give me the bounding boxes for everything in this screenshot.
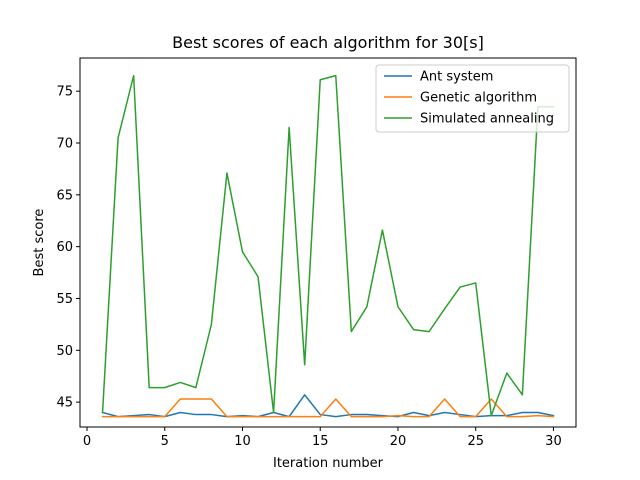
x-tick-label: 20 — [390, 434, 407, 449]
y-tick-label: 70 — [56, 136, 73, 151]
legend-items: Ant system Genetic algorithm Simulated ann… — [384, 70, 554, 127]
x-tick-label: 10 — [234, 434, 251, 449]
series-line-simulated-annealing — [101, 74, 555, 417]
chart-title: Best scores of each algorithm for 30[s] — [172, 33, 484, 52]
y-tick-label: 50 — [56, 344, 73, 359]
y-tick-label: 55 — [56, 292, 73, 307]
plot-frame — [79, 57, 577, 428]
series-line-ant-system — [101, 394, 555, 418]
legend-label-ant-system: Ant system — [420, 70, 493, 85]
legend-label-genetic-algorithm: Genetic algorithm — [420, 91, 537, 106]
y-axis-label: Best score — [32, 209, 47, 277]
y-tick-label: 45 — [56, 396, 73, 411]
x-tick-label: 15 — [312, 434, 329, 449]
legend-box — [375, 64, 570, 133]
legend: Ant system Genetic algorithm Simulated ann… — [375, 64, 570, 133]
y-tick-label: 75 — [56, 85, 73, 100]
series-line-genetic-algorithm — [101, 398, 555, 418]
series-layer — [101, 74, 555, 418]
x-axis-label: Iteration number — [273, 456, 384, 471]
y-tick-label: 60 — [56, 240, 73, 255]
x-tick-label: 5 — [161, 434, 169, 449]
x-tick-label: 25 — [467, 434, 484, 449]
x-tick-label: 0 — [83, 434, 91, 449]
y-axis-ticks: 45 50 55 60 65 70 75 — [56, 85, 80, 411]
y-tick-label: 65 — [56, 188, 73, 203]
legend-label-simulated-annealing: Simulated annealing — [420, 112, 554, 127]
x-axis-ticks: 0 5 10 15 20 25 30 — [83, 427, 562, 449]
x-tick-label: 30 — [545, 434, 562, 449]
